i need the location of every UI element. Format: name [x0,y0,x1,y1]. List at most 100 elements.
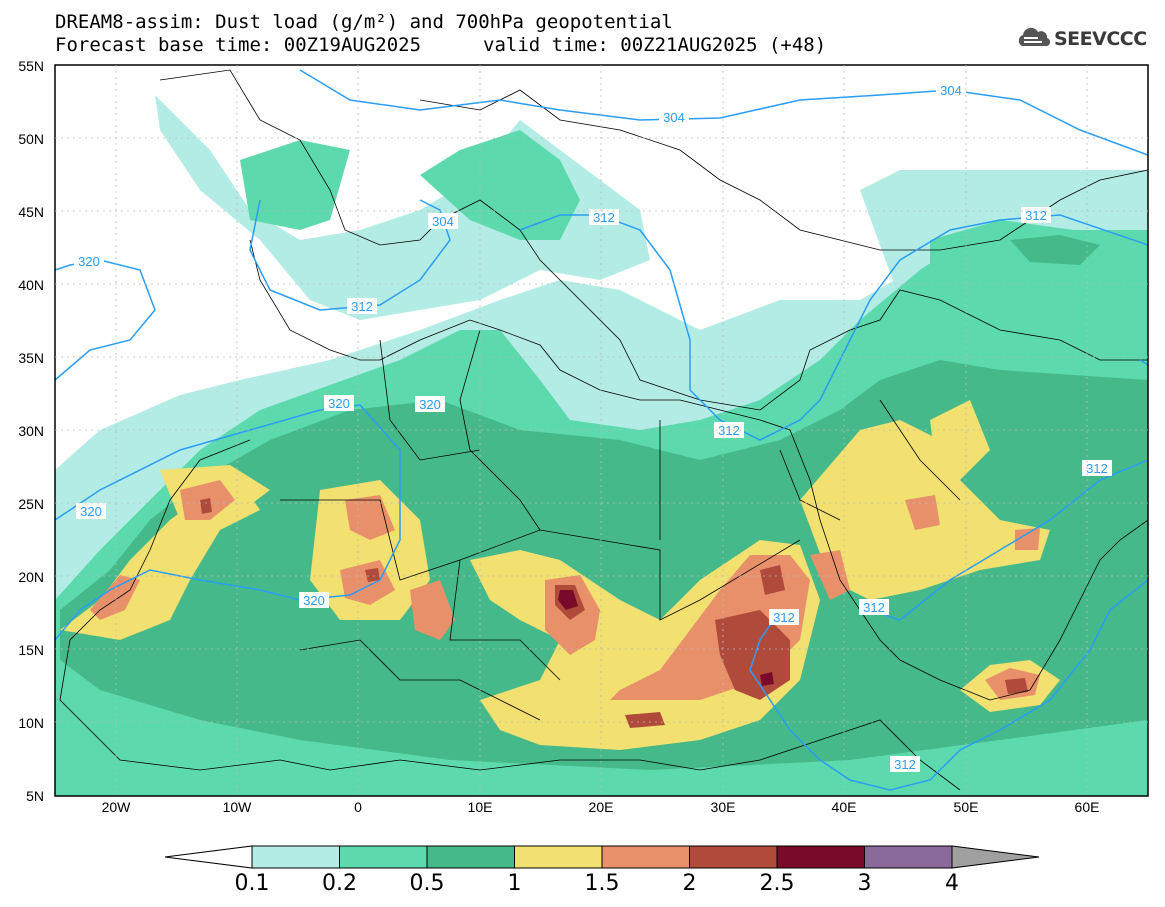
colorbar-swatch [339,845,428,869]
contour-line [299,69,1148,156]
lon-label: 10W [222,799,252,815]
colorbar-label: 3 [857,871,872,896]
contour-label: 304 [936,82,966,98]
colorbar-label: 0.5 [409,871,445,896]
lat-label: 5N [26,788,44,804]
lat-label: 20N [18,569,44,585]
dust-region-1 [930,400,990,480]
map-title: DREAM8-assim: Dust load (g/m²) and 700hP… [55,11,673,33]
colorbar-swatch [426,845,515,869]
gridlines [55,65,1148,796]
coastline [59,439,961,791]
colorbar-label: 2 [682,871,697,896]
lon-label: 40E [831,799,857,815]
lat-label: 30N [18,423,44,439]
lon-label: 60E [1074,799,1100,815]
dust-region-2 [1005,678,1028,694]
dust-region-2 [200,498,212,514]
contour-line [869,459,1148,621]
dust-region-2 [625,712,665,728]
lat-label: 25N [18,496,44,512]
cloud-logo-icon [1018,27,1050,47]
contour-label: 320 [74,253,104,269]
contour-label: 312 [890,756,920,772]
lat-label: 10N [18,715,44,731]
lon-label: 0 [354,799,362,815]
lat-label: 55N [18,58,44,74]
contour-label: 312 [1082,460,1112,476]
colorbar-label: 0.1 [234,871,270,896]
lat-label: 45N [18,204,44,220]
colorbar-upper-extension [951,845,1040,869]
dust-region-2.5 [760,672,774,686]
contour-line [519,214,1148,441]
geopotential-contours [55,69,1148,791]
lon-label: 30E [710,799,736,815]
border [379,329,961,540]
dust-fields [55,95,1148,796]
contour-line [1139,359,1148,366]
lon-label: 20E [588,799,614,815]
dust-region-0.2 [240,140,350,230]
lat-label: 35N [18,350,44,366]
contour-label-text: 320 [80,504,102,519]
colorbar [164,845,1040,869]
contour-label-text: 312 [863,600,885,615]
coastline [159,69,1148,411]
dust-region-2.5 [558,590,578,610]
contour-label: 312 [589,209,619,225]
map-frame [54,64,1149,797]
dust-region-0.2 [420,130,580,240]
contour-label: 312 [859,599,889,615]
colorbar-label: 0.2 [322,871,357,896]
coastline [249,239,1148,701]
contour-label-text: 304 [940,83,962,98]
seevccc-logo: SEEVCCC [1016,26,1147,52]
contour-label-text: 320 [78,254,100,269]
coastlines [59,69,1148,791]
contour-line [749,579,1148,791]
contour-label: 312 [769,609,799,625]
colorbar-swatch [601,845,690,869]
contour-label: 304 [428,213,458,229]
forecast-base-time: Forecast base time: 00Z19AUG2025 [55,34,422,56]
lat-label: 15N [18,642,44,658]
logo-text: SEEVCCC [1054,28,1147,50]
colorbar-swatch [689,845,778,869]
dust-region-0.2 [930,220,1148,330]
contour-label-text: 320 [328,396,350,411]
colorbar-label: 4 [945,871,959,896]
dust-region-1.5 [810,550,850,600]
colorbar-swatch [514,845,603,869]
contour-label: 304 [659,109,689,125]
contour-label-text: 312 [1025,208,1047,223]
lon-label: 50E [953,799,979,815]
contour-label-text: 304 [432,214,454,229]
dust-region-1.5 [345,495,395,540]
colorbar-swatch [251,845,340,869]
dust-region-1.5 [1015,528,1040,550]
contour-label-text: 312 [773,610,795,625]
lat-label: 40N [18,277,44,293]
contour-label-text: 312 [718,423,740,438]
contour-label: 320 [76,503,106,519]
colorbar-label: 2.5 [759,871,795,896]
colorbar-swatch [776,845,865,869]
contour-label-text: 320 [419,397,441,412]
colorbar-swatch [864,845,953,869]
contour-label: 312 [1021,207,1051,223]
contour-label: 312 [347,298,377,314]
contour-label: 320 [299,592,329,608]
lon-label: 20W [101,799,131,815]
contour-label: 320 [415,396,445,412]
dust-region-0.5 [1010,235,1100,265]
dust-region-1.5 [410,580,455,640]
lon-label: 10E [467,799,493,815]
colorbar-lower-extension [164,845,253,869]
dust-region-2 [760,565,785,595]
contour-label-text: 320 [303,593,325,608]
lat-label: 50N [18,131,44,147]
dust-region-1.5 [905,495,940,530]
contour-label-text: 312 [1086,461,1108,476]
valid-time: valid time: 00Z21AUG2025 (+48) [483,34,827,56]
